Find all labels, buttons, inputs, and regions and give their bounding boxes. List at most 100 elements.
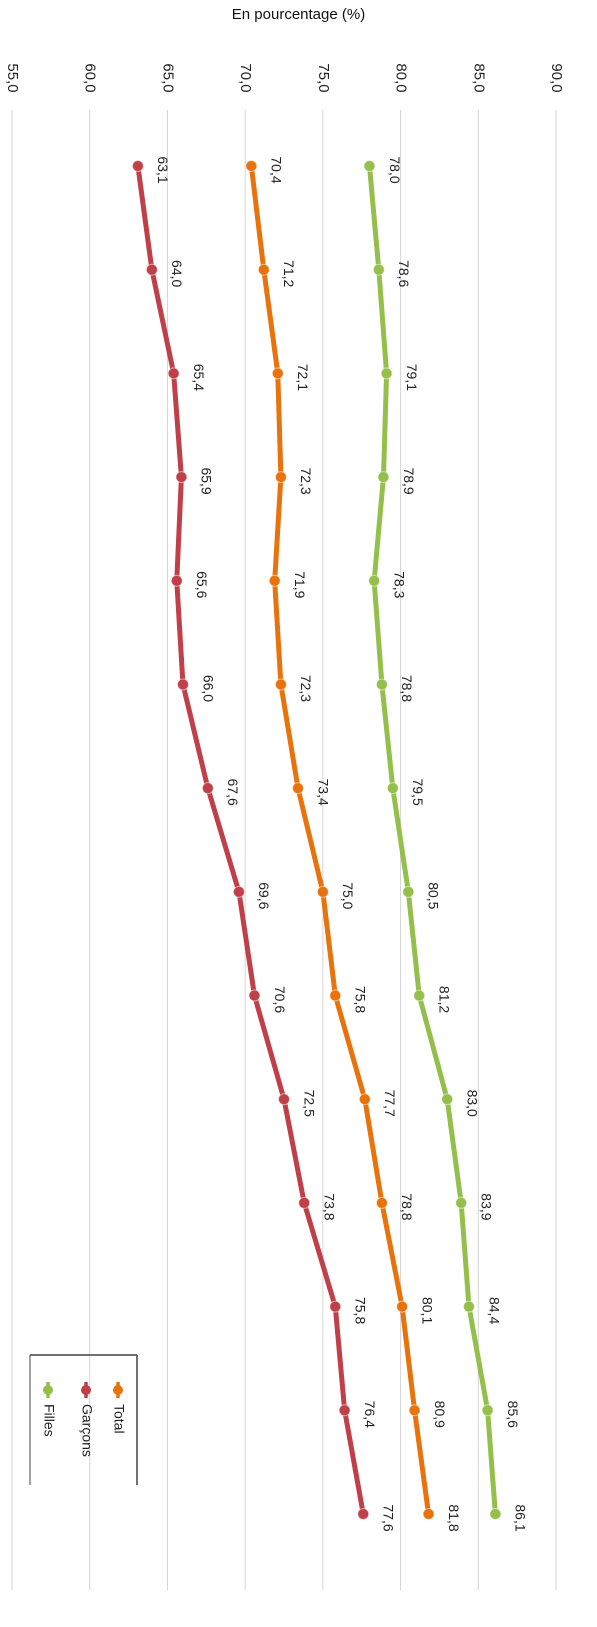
data-point <box>413 989 426 1002</box>
legend-label: Garçons <box>79 1404 95 1457</box>
series-Filles: 78,0 78,6 79,1 78,9 78,3 78,8 79,5 80,5 81,2 83,0… <box>363 156 529 1532</box>
data-label: 75,8 <box>353 986 369 1013</box>
data-label: 75,0 <box>340 882 356 909</box>
data-label: 75,8 <box>353 1297 369 1324</box>
data-label: 85,6 <box>505 1401 521 1428</box>
data-label: 69,6 <box>256 882 272 909</box>
data-label: 78,9 <box>401 467 417 494</box>
data-label: 67,6 <box>225 779 241 806</box>
data-point <box>408 1404 421 1417</box>
data-label: 72,3 <box>298 675 314 702</box>
data-label: 84,4 <box>486 1297 502 1324</box>
series-Garçons: 63,1 64,0 65,4 65,9 65,6 66,0 67,6 69,6 70,6 72,5… <box>131 156 397 1532</box>
data-point <box>245 160 258 172</box>
legend-marker <box>81 1385 91 1395</box>
data-point <box>377 471 390 484</box>
data-point <box>257 263 270 276</box>
data-point <box>170 574 183 587</box>
data-point <box>316 885 329 898</box>
data-label: 70,6 <box>272 986 288 1013</box>
data-point <box>329 989 342 1002</box>
tick-label: 75,0 <box>315 63 332 92</box>
tick-label: 85,0 <box>470 63 487 92</box>
data-label: 83,0 <box>464 1090 480 1117</box>
data-label: 78,6 <box>396 260 412 287</box>
legend-label: Total <box>111 1404 127 1434</box>
data-point <box>131 160 144 172</box>
legend-marker <box>113 1385 123 1395</box>
data-label: 73,8 <box>322 1193 338 1220</box>
data-label: 71,9 <box>292 571 308 598</box>
data-label: 66,0 <box>200 675 216 702</box>
data-point <box>167 367 180 380</box>
data-label: 73,4 <box>315 779 331 806</box>
data-label: 78,8 <box>399 1193 415 1220</box>
data-point <box>386 782 399 795</box>
data-point <box>363 160 376 172</box>
data-point <box>372 263 385 276</box>
data-point <box>338 1404 351 1417</box>
data-point <box>268 574 281 587</box>
data-label: 78,3 <box>391 571 407 598</box>
data-point <box>271 367 284 380</box>
data-label: 86,1 <box>513 1504 529 1531</box>
data-point <box>368 574 381 587</box>
data-point <box>175 471 188 484</box>
tick-label: 55,0 <box>4 63 21 92</box>
data-point <box>375 1196 388 1209</box>
data-label: 65,4 <box>191 364 207 391</box>
data-label: 72,3 <box>298 467 314 494</box>
data-point <box>278 1093 290 1106</box>
data-label: 78,8 <box>399 675 415 702</box>
series-Total: 70,4 71,2 72,1 72,3 71,9 72,3 73,4 75,0 75,8 77,7… <box>245 156 462 1532</box>
data-point <box>298 1196 311 1209</box>
data-label: 81,2 <box>437 986 453 1013</box>
data-point <box>396 1300 409 1313</box>
data-point <box>402 885 415 898</box>
data-label: 72,5 <box>301 1090 317 1117</box>
data-point <box>455 1196 468 1209</box>
tick-label: 60,0 <box>82 63 99 92</box>
data-label: 76,4 <box>362 1401 378 1428</box>
data-point <box>291 782 304 795</box>
data-point <box>232 885 245 898</box>
data-point <box>380 367 393 380</box>
data-point <box>329 1300 342 1313</box>
data-label: 64,0 <box>169 260 185 287</box>
data-label: 81,8 <box>446 1504 462 1531</box>
legend-marker <box>43 1385 53 1395</box>
data-label: 80,1 <box>419 1297 435 1324</box>
data-label: 77,7 <box>382 1090 398 1117</box>
series-line <box>366 163 498 1517</box>
data-point <box>274 471 287 484</box>
data-point <box>481 1404 494 1417</box>
data-point <box>248 989 261 1002</box>
data-label: 65,9 <box>199 467 215 494</box>
data-point <box>489 1508 502 1520</box>
value-axis: 55,0 60,0 65,0 70,0 75,0 80,0 85,0 90,0 <box>4 63 565 1590</box>
data-point <box>441 1093 454 1106</box>
data-label: 77,6 <box>381 1504 397 1531</box>
data-point <box>422 1508 435 1520</box>
legend-label: Filles <box>41 1404 57 1437</box>
chart-title: En pourcentage (%) <box>231 6 366 23</box>
data-label: 79,5 <box>410 779 426 806</box>
data-point <box>176 678 189 691</box>
data-label: 65,6 <box>194 571 210 598</box>
tick-label: 65,0 <box>159 63 176 92</box>
data-point <box>462 1300 475 1313</box>
data-point <box>375 678 388 691</box>
data-label: 83,9 <box>478 1193 494 1220</box>
data-label: 80,5 <box>426 882 442 909</box>
data-point <box>201 782 214 795</box>
tick-label: 80,0 <box>393 63 410 92</box>
data-label: 78,0 <box>387 156 403 183</box>
data-label: 63,1 <box>155 156 171 183</box>
tick-label: 70,0 <box>237 63 254 92</box>
data-point <box>357 1508 370 1520</box>
data-point <box>358 1093 371 1106</box>
data-label: 71,2 <box>281 260 297 287</box>
data-label: 80,9 <box>432 1401 448 1428</box>
data-label: 72,1 <box>295 364 311 391</box>
